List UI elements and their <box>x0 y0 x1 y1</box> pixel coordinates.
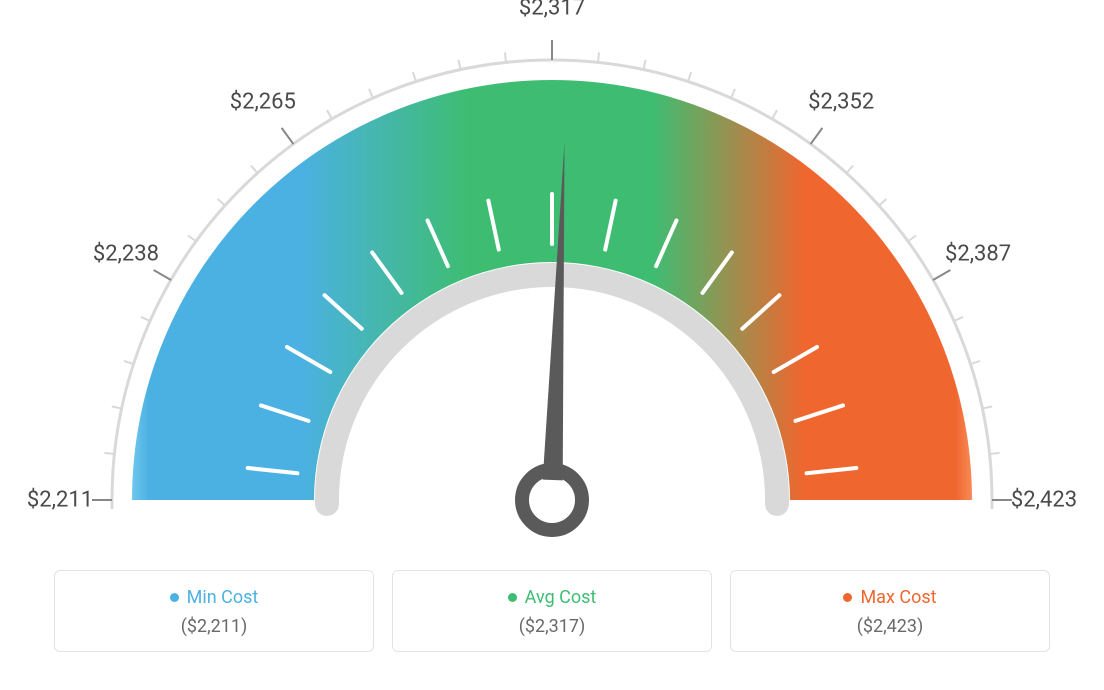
card-title-row: Min Cost <box>170 587 259 608</box>
max-cost-card: Max Cost ($2,423) <box>730 570 1050 652</box>
card-title: Avg Cost <box>525 587 597 608</box>
gauge-chart: $2,211 $2,238 $2,265 $2,317 $2,352 $2,387 $2,4… <box>0 0 1104 560</box>
card-value: ($2,317) <box>519 616 586 637</box>
avg-cost-card: Avg Cost ($2,317) <box>392 570 712 652</box>
cost-gauge-widget: $2,211 $2,238 $2,265 $2,317 $2,352 $2,387 $2,4… <box>0 0 1104 690</box>
card-title: Min Cost <box>187 587 259 608</box>
gauge-tick-label: $2,352 <box>808 89 874 114</box>
card-title-row: Max Cost <box>843 587 936 608</box>
card-value: ($2,211) <box>181 616 248 637</box>
gauge-tick-label: $2,423 <box>1011 488 1077 513</box>
gauge-tick-label: $2,387 <box>945 242 1011 267</box>
dot-icon <box>508 593 517 602</box>
gauge-tick-label: $2,317 <box>519 0 585 21</box>
gauge-tick-label: $2,211 <box>27 488 93 513</box>
card-value: ($2,423) <box>857 616 924 637</box>
card-title: Max Cost <box>860 587 936 608</box>
dot-icon <box>843 593 852 602</box>
dot-icon <box>170 593 179 602</box>
card-title-row: Avg Cost <box>508 587 597 608</box>
gauge-svg <box>0 0 1104 560</box>
gauge-tick-label: $2,265 <box>230 89 296 114</box>
gauge-tick-label: $2,238 <box>93 242 159 267</box>
summary-row: Min Cost ($2,211) Avg Cost ($2,317) Max … <box>0 570 1104 652</box>
min-cost-card: Min Cost ($2,211) <box>54 570 374 652</box>
